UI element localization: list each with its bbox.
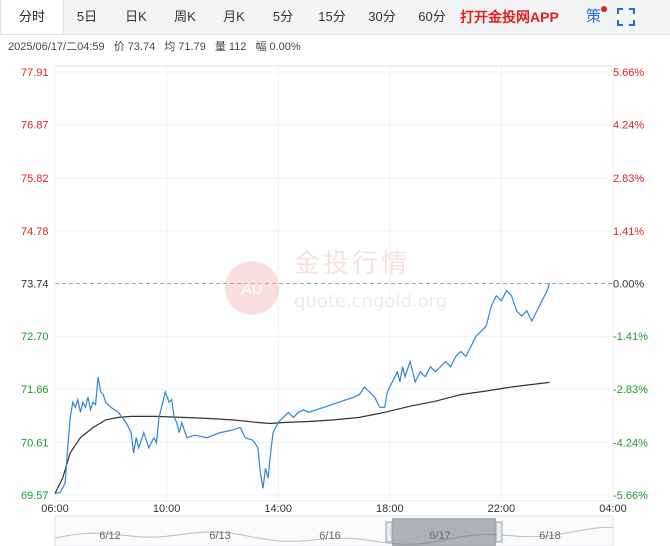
navigator-selection[interactable] [392, 518, 496, 546]
watermark-url: quote.cngold.org [294, 291, 447, 312]
avg-price-line [54, 381, 550, 494]
watermark-logo-icon [225, 261, 279, 315]
notification-dot [601, 6, 607, 12]
navigator-sparkline [54, 526, 614, 545]
y-axis-right: 5.66% 4.24% 2.83% 1.41% 0.00% -1.41% -2.83% -4.… [613, 67, 648, 502]
y-tick-label: 71.66 [21, 384, 49, 396]
y-tick-label: 73.74 [21, 279, 49, 291]
quote-info-bar: 2025/06/17/二04:59 价 73.74 均 71.79 量 112 幅 0.… [8, 38, 307, 54]
pct-tick-label: -2.83% [613, 384, 648, 396]
x-tick-label: 10:00 [153, 503, 181, 515]
price-label: 价 [113, 41, 125, 53]
volume-label: 量 [214, 41, 226, 53]
watermark: AU 金投行情 quote.cngold.org [225, 249, 447, 315]
price-value: 73.74 [127, 41, 156, 53]
navigator-date-label: 6/13 [209, 530, 230, 542]
tab-5day[interactable]: 5日 [76, 9, 98, 24]
tab-monthly-k[interactable]: 月K [223, 9, 245, 24]
pct-tick-label: 1.41% [613, 226, 644, 238]
strategy-button[interactable]: 策 [586, 8, 602, 25]
plot-frame [54, 65, 614, 502]
y-tick-label: 70.61 [21, 437, 49, 449]
tab-60min[interactable]: 60分 [418, 9, 446, 24]
tab-daily-k[interactable]: 日K [125, 9, 147, 24]
chart-grid [54, 65, 614, 502]
pct-tick-label: -4.24% [613, 437, 648, 449]
avg-label: 均 [164, 41, 176, 53]
tab-5min[interactable]: 5分 [272, 9, 294, 24]
y-tick-label: 75.82 [21, 173, 49, 185]
pct-tick-label: -5.66% [613, 490, 648, 502]
x-tick-label: 22:00 [488, 503, 516, 515]
avg-value: 71.79 [178, 41, 206, 53]
volume-value: 112 [228, 41, 247, 53]
tab-intraday[interactable]: 分时 [0, 0, 64, 34]
period-tab-bar: 分时 5日 日K 周K 月K 5分 15分 30分 60分 打开金投网APP 策 [0, 0, 670, 35]
navigator-date-label: 6/12 [99, 530, 120, 542]
y-tick-label: 72.70 [21, 331, 49, 343]
watermark-title: 金投行情 [294, 249, 410, 279]
tab-30min[interactable]: 30分 [368, 9, 396, 24]
change-label: 幅 [255, 41, 267, 53]
y-tick-label: 76.87 [21, 120, 49, 132]
navigator-frame [54, 515, 614, 546]
watermark-logo-text: AU [241, 280, 262, 298]
quote-datetime: 2025/06/17/二04:59 [8, 41, 105, 53]
pct-tick-label: 0.00% [613, 279, 644, 291]
x-axis: 06:00 10:00 14:00 18:00 22:00 04:00 [41, 503, 627, 515]
time-navigator: 6/126/136/166/176/18 [54, 515, 614, 546]
price-line [54, 283, 551, 495]
navigator-date-label: 6/16 [319, 530, 340, 542]
y-tick-label: 77.91 [21, 67, 49, 79]
x-tick-label: 06:00 [41, 503, 69, 515]
navigator-date-label: 6/18 [539, 530, 560, 542]
pct-tick-label: 4.24% [613, 120, 644, 132]
pct-tick-label: 5.66% [613, 67, 644, 79]
tab-weekly-k[interactable]: 周K [174, 9, 196, 24]
fullscreen-icon[interactable] [617, 8, 635, 26]
y-axis-left: 77.91 76.87 75.82 74.78 73.74 72.70 71.66 70.61… [21, 67, 49, 502]
x-tick-label: 18:00 [376, 503, 404, 515]
x-tick-label: 04:00 [599, 503, 627, 515]
pct-tick-label: -1.41% [613, 331, 648, 343]
navigator-handle-left[interactable] [385, 521, 393, 543]
open-app-link[interactable]: 打开金投网APP [460, 9, 559, 25]
x-tick-label: 14:00 [264, 503, 292, 515]
tab-15min[interactable]: 15分 [318, 9, 346, 24]
change-value: 0.00% [269, 41, 301, 53]
pct-tick-label: 2.83% [613, 173, 644, 185]
series-layer [54, 283, 551, 495]
y-tick-label: 74.78 [21, 226, 49, 238]
navigator-handle-right[interactable] [495, 521, 503, 543]
y-tick-label: 69.57 [21, 490, 49, 502]
